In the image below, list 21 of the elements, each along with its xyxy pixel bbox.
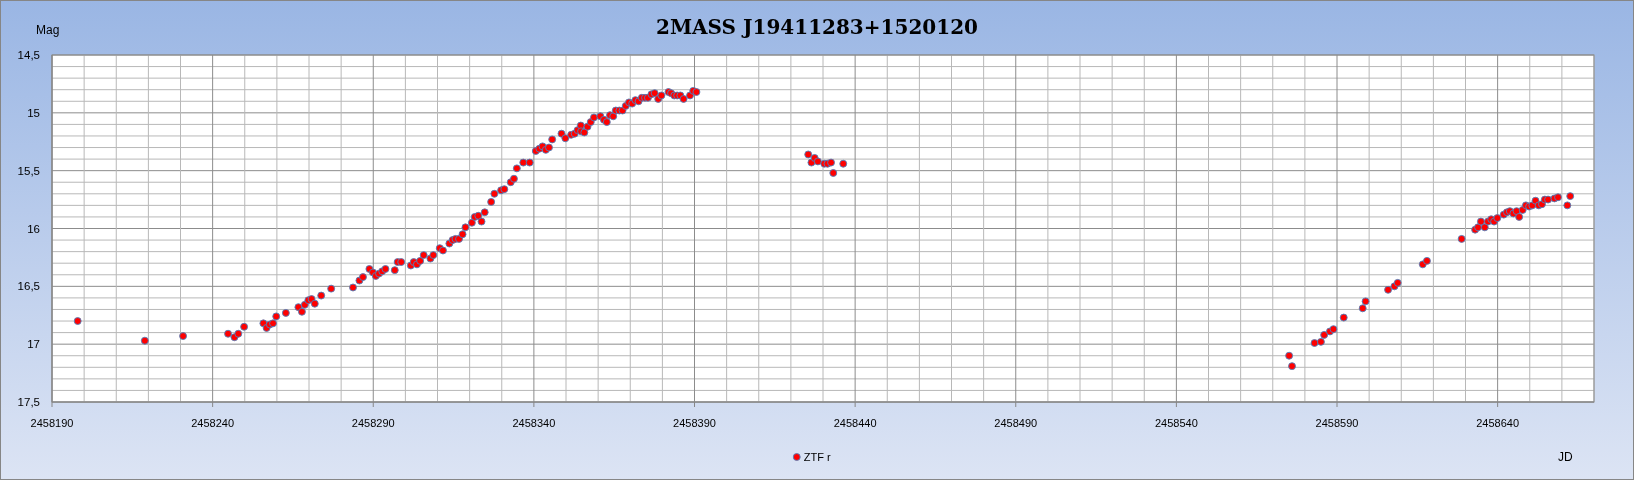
- x-tick-label: 2458390: [673, 417, 716, 429]
- x-tick-label: 2458640: [1476, 417, 1520, 429]
- x-tick-label: 2458240: [191, 417, 235, 429]
- y-tick-label: 16,5: [17, 280, 40, 293]
- x-tick-label: 2458540: [1154, 417, 1198, 429]
- legend-label: ZTF r: [803, 451, 831, 463]
- y-tick-label: 17,5: [17, 396, 40, 408]
- x-tick-label: 2458340: [512, 417, 556, 429]
- x-tick-label: 2458440: [833, 417, 877, 429]
- x-axis-title: JD: [1558, 450, 1573, 464]
- x-tick-label: 2458590: [1315, 417, 1359, 429]
- y-tick-label: 17: [27, 338, 40, 351]
- y-tick-label: 14,5: [17, 49, 40, 61]
- x-tick-label: 2458490: [994, 417, 1038, 429]
- x-tick-label: 2458290: [351, 417, 395, 429]
- y-tick-label: 16: [27, 222, 40, 235]
- x-tick-label: 2458190: [30, 417, 74, 429]
- chart-title: 2MASS J19411283+1520120: [656, 15, 978, 39]
- y-tick-label: 15: [27, 106, 40, 119]
- y-tick-label: 15,5: [17, 164, 40, 177]
- y-axis-title: Mag: [36, 23, 60, 37]
